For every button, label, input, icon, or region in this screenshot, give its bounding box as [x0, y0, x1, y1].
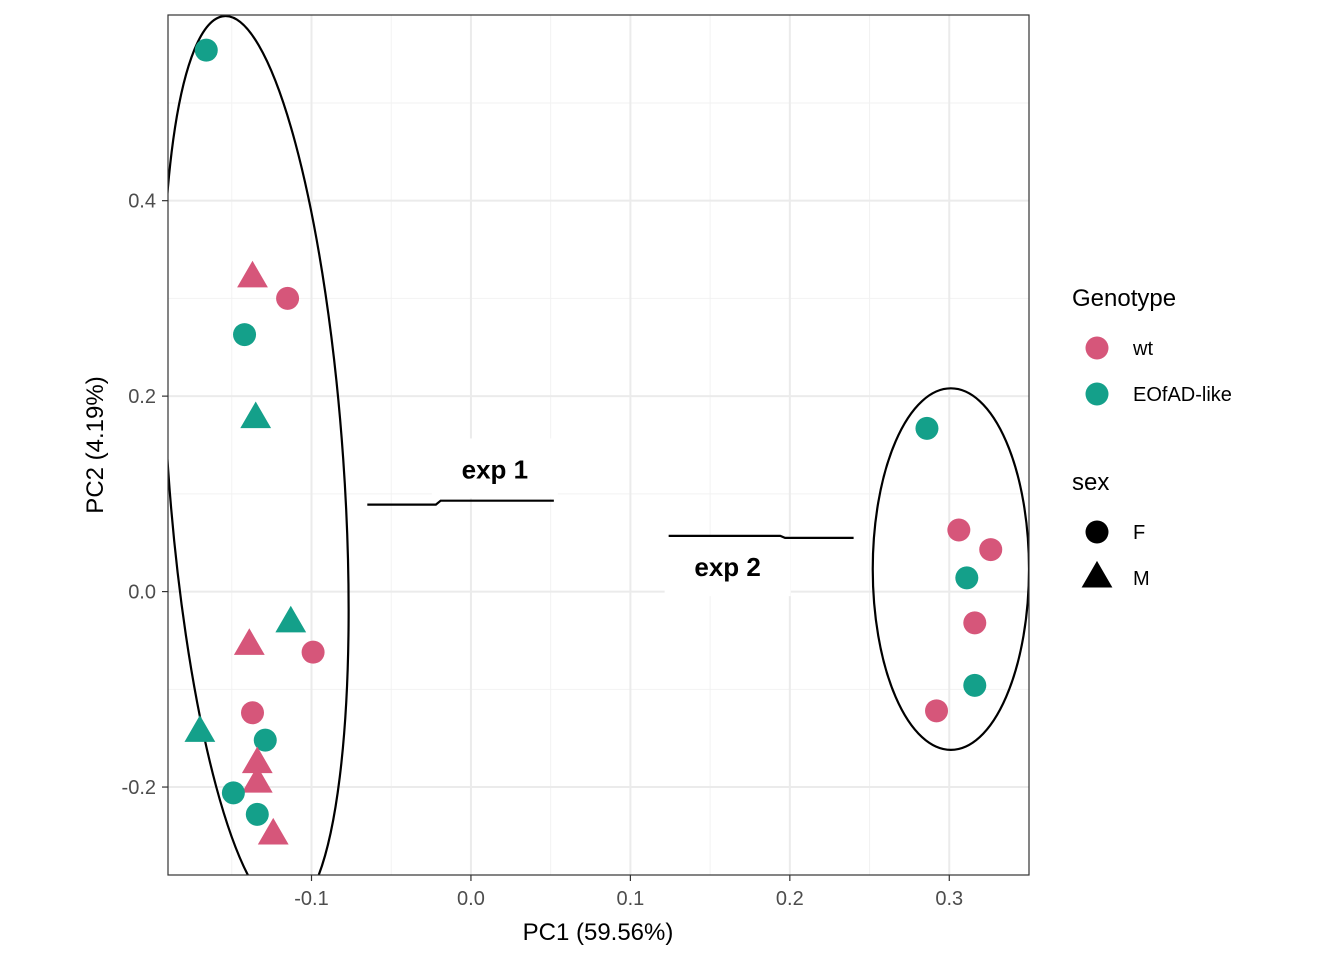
y-tick-label: 0.4	[128, 191, 156, 213]
data-point-circle	[947, 518, 971, 542]
legend-label: EOfAD-like	[1133, 384, 1232, 406]
data-point-triangle	[237, 260, 268, 288]
annotation-label: exp 1	[462, 454, 529, 484]
x-tick-label: 0.1	[616, 888, 644, 910]
data-point-circle	[241, 701, 265, 725]
y-tick-label: 0.0	[128, 582, 156, 604]
panel-background	[168, 15, 1029, 875]
annotation-leader-line	[367, 499, 554, 506]
data-point-triangle	[275, 605, 307, 633]
data-point-triangle	[257, 817, 289, 845]
data-point-circle	[955, 566, 979, 590]
y-tick-label: -0.2	[122, 777, 156, 799]
legend-label: F	[1133, 522, 1145, 544]
annotation-leader-line	[668, 534, 854, 539]
legend-key-circle	[1085, 382, 1109, 406]
legend-key-circle	[1085, 520, 1109, 544]
legend: Genotype wt EOfAD-like sex F M	[1072, 285, 1232, 590]
data-point-circle	[963, 611, 987, 635]
data-points	[184, 38, 1003, 845]
data-point-circle	[925, 699, 949, 723]
axes: -0.1 0.0 0.1 0.2 0.3 -0.2 0.0 0.2 0.4	[122, 191, 964, 910]
data-point-triangle	[233, 628, 265, 655]
data-point-triangle	[184, 715, 216, 742]
annotation-label: exp 2	[694, 552, 761, 582]
legend-title: Genotype	[1072, 285, 1176, 312]
data-point-circle	[915, 416, 939, 440]
x-tick-label: -0.1	[294, 888, 328, 910]
data-point-circle	[253, 728, 277, 752]
legend-key-triangle	[1081, 560, 1113, 588]
data-point-circle	[245, 802, 269, 826]
data-point-circle	[233, 323, 257, 347]
data-point-circle	[276, 286, 300, 310]
x-tick-label: 0.3	[935, 888, 963, 910]
data-point-circle	[301, 640, 325, 664]
annotation-label-background	[664, 536, 791, 597]
y-tick-label: 0.2	[128, 386, 156, 408]
legend-title: sex	[1072, 469, 1109, 496]
annotation-2: exp 2	[664, 534, 854, 597]
x-tick-label: 0.2	[776, 888, 804, 910]
data-point-triangle	[240, 401, 272, 429]
legend-label: wt	[1132, 338, 1153, 360]
data-point-triangle	[241, 766, 273, 793]
annotation-label-background	[431, 438, 558, 499]
x-tick-label: 0.0	[457, 888, 485, 910]
legend-key-circle	[1085, 336, 1109, 360]
data-point-circle	[194, 38, 218, 62]
data-point-circle	[979, 538, 1003, 562]
legend-label: M	[1133, 568, 1150, 590]
annotations: exp 1 exp 2	[367, 438, 854, 597]
data-point-triangle	[241, 746, 273, 774]
x-axis-title: PC1 (59.56%)	[523, 919, 674, 946]
panel-border	[167, 14, 1030, 876]
data-point-circle	[963, 673, 987, 697]
data-point-circle	[221, 781, 245, 805]
annotation-1: exp 1	[367, 438, 558, 506]
y-axis-title: PC2 (4.19%)	[82, 376, 109, 513]
